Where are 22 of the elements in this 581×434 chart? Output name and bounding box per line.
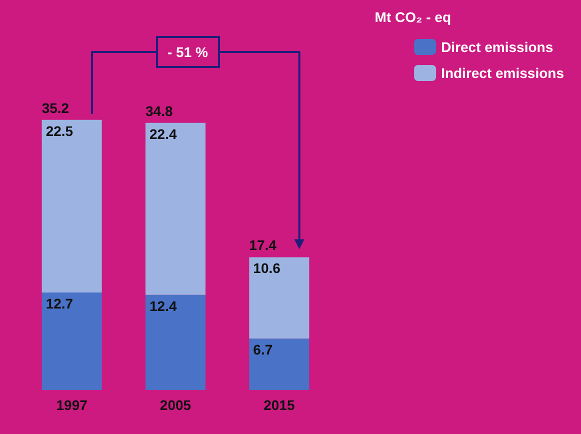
- bar: [42, 120, 102, 293]
- data-label: 22.4: [150, 126, 177, 142]
- x-tick-label: 2005: [160, 397, 192, 413]
- data-label: 6.7: [253, 342, 273, 358]
- bar: [146, 294, 206, 390]
- total-label: 17.4: [249, 237, 276, 254]
- total-label: 34.8: [146, 102, 173, 119]
- data-label: 10.6: [253, 260, 281, 276]
- legend-label: Direct emissions: [441, 39, 554, 55]
- x-tick-label: 1997: [56, 397, 88, 413]
- bar: [42, 292, 102, 390]
- bar: [249, 257, 310, 339]
- legend-title: Mt CO₂ - eq: [374, 9, 452, 25]
- legend-label: Indirect emissions: [441, 65, 564, 81]
- data-label: 12.7: [46, 296, 74, 312]
- total-label: 35.2: [42, 100, 70, 116]
- data-label: 12.4: [150, 298, 177, 314]
- data-label: 22.5: [46, 122, 74, 139]
- x-tick-label: 2015: [264, 397, 295, 413]
- text: - 51 %: [156, 36, 220, 68]
- bar: [249, 338, 310, 390]
- bar: [146, 122, 206, 295]
